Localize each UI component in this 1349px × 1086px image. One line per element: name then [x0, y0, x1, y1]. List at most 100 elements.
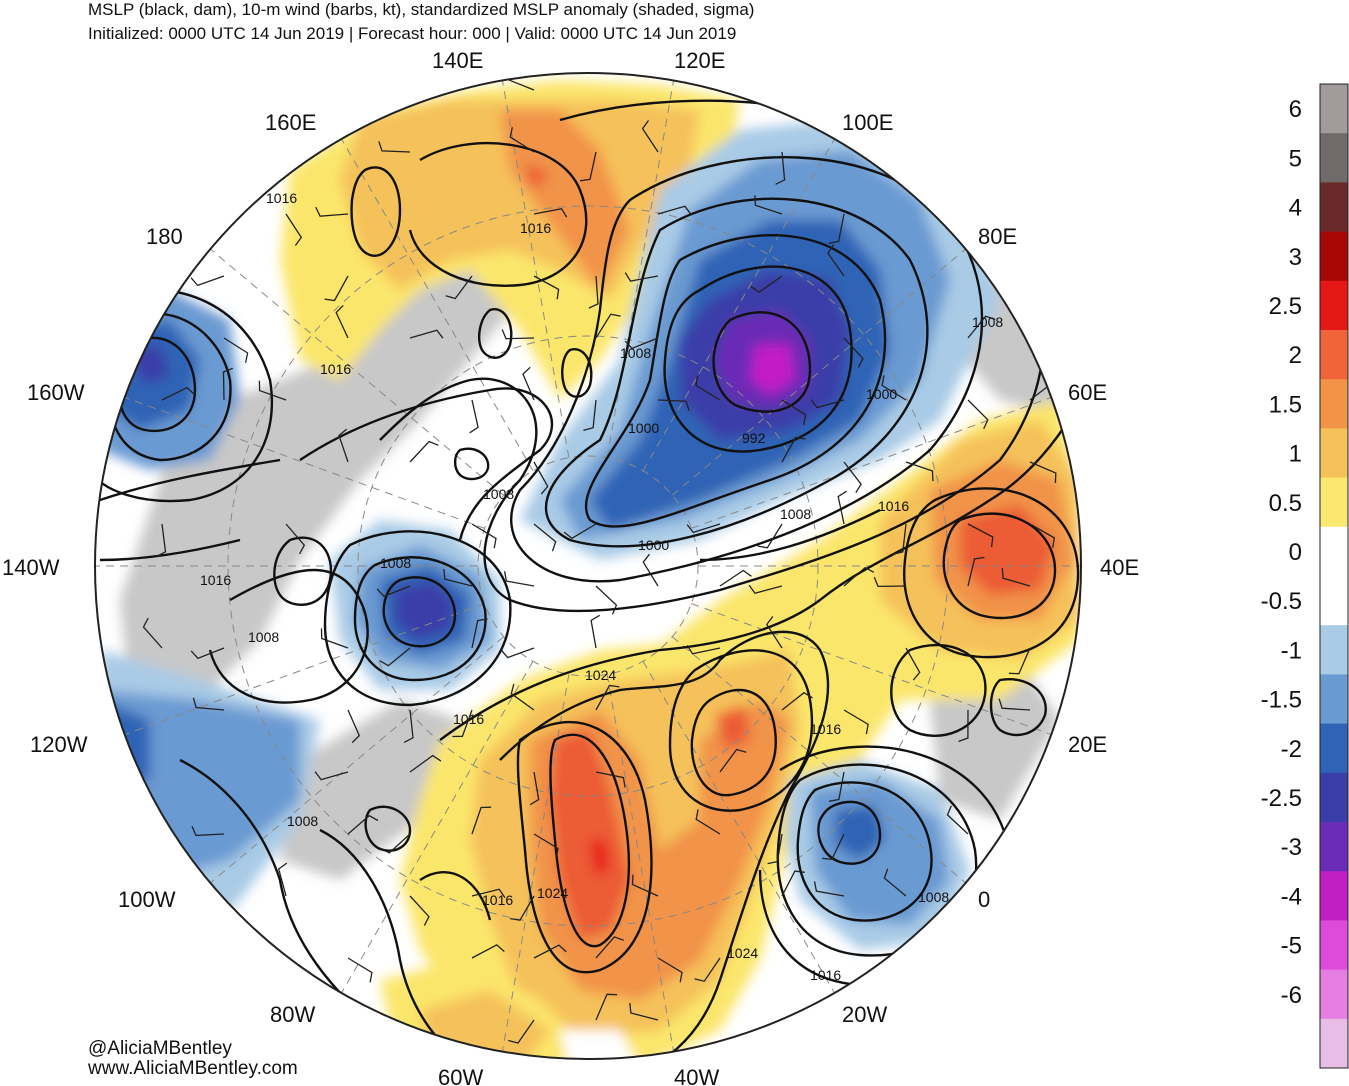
pos-anom-siberia-15 [500, 110, 630, 290]
pos-anom-europe-2 [960, 505, 1055, 595]
wind-barb [641, 120, 659, 153]
colorbar-swatch [1320, 428, 1348, 479]
wind-barb [347, 814, 379, 835]
wind-barb [595, 771, 626, 788]
wind-barb [503, 571, 535, 587]
colorbar-swatch [1320, 772, 1348, 823]
isobar-label: 1016 [482, 892, 513, 908]
wind-barb [781, 691, 813, 711]
wind-barb [533, 207, 568, 218]
isobar-label: 1024 [727, 945, 758, 961]
wind-barb [222, 367, 234, 401]
wind-barb [958, 709, 969, 743]
wind-barb [624, 337, 659, 350]
lon-label-60w: 60W [438, 1065, 483, 1086]
wind-barb [781, 870, 805, 897]
wind-barb [403, 709, 414, 743]
colorbar-tick-label: 0.5 [1269, 490, 1302, 517]
lon-label-80e: 80E [978, 224, 1017, 249]
colorbar-tick-label: -3 [1281, 834, 1302, 861]
wind-barb [595, 313, 621, 339]
colorbar-swatch [1320, 723, 1348, 774]
colorbar-swatch [1320, 379, 1348, 429]
isobar-label: 1016 [266, 190, 297, 206]
isobar-label: 1008 [972, 314, 1003, 330]
lon-label-160e: 160E [265, 110, 316, 135]
meridians [95, 73, 1081, 1059]
wind-barb [285, 523, 306, 555]
wind-barb [781, 399, 807, 425]
wind-barb [583, 399, 597, 432]
wind-barb [320, 628, 349, 649]
wind-barb [258, 380, 287, 401]
wind-barb [563, 523, 597, 540]
wind-barb [533, 944, 567, 959]
isobar-label: 1016 [200, 572, 231, 588]
colorbar-tick-label: -6 [1281, 982, 1302, 1009]
wind-barb [190, 275, 225, 287]
wind-barb [469, 399, 479, 434]
wind-barb [529, 771, 540, 806]
neg-anom-atlantic-2 [835, 805, 885, 860]
wind-barb [409, 754, 442, 773]
meridian-line [691, 394, 1058, 529]
meridian-line [606, 674, 676, 1059]
isobar-label: 1008 [620, 345, 651, 361]
wind-barb [471, 618, 488, 649]
lon-label-20e: 20E [1068, 732, 1107, 757]
wind-barb [873, 576, 907, 588]
meridian-line [500, 674, 570, 1059]
anomaly-colorbar: 6 5 4 3 2.5 2 1.5 1 0.5 0 -0.5 -1 -1.5 -2 -2.5 -3 -4 -5 -6 [1261, 83, 1349, 1069]
wind-barb [946, 805, 969, 835]
colorbar-tick-label: -4 [1281, 883, 1302, 910]
wind-barb [750, 275, 783, 293]
wind-barb [967, 399, 989, 430]
wind-barb [285, 213, 303, 246]
wind-barb [378, 141, 411, 153]
wind-barb [905, 461, 934, 482]
wind-barb [161, 386, 195, 401]
wind-barb [595, 993, 618, 1021]
wind-barb [522, 366, 535, 401]
wind-barb [380, 833, 411, 854]
wind-barb [471, 523, 497, 549]
wind-barb [657, 399, 690, 411]
wind-barb [967, 556, 985, 587]
wind-barb [781, 436, 806, 463]
wind-barb [533, 461, 549, 495]
pos-anom-siberia-2 [525, 165, 545, 185]
land-gray-west [120, 250, 520, 700]
lon-label-140e: 140E [432, 48, 483, 73]
wind-barb [409, 329, 444, 339]
wind-barb [192, 697, 225, 711]
wind-barb [223, 337, 249, 363]
colorbar-tick-label: -2.5 [1261, 785, 1302, 812]
meridian-line [337, 132, 534, 471]
isobar-label: 1008 [780, 506, 811, 522]
wind-barb [471, 806, 492, 835]
lon-label-160w: 160W [27, 380, 85, 405]
wind-barb [883, 868, 907, 897]
wind-barb [501, 329, 535, 340]
wind-barb [843, 566, 875, 587]
wind-barb [191, 825, 225, 837]
wind-barb [533, 275, 560, 300]
colorbar-tick-label: -2 [1281, 736, 1302, 763]
isobar-label: 1008 [287, 813, 318, 829]
colorbar-swatch [1320, 84, 1348, 134]
wind-barb [379, 647, 411, 667]
wind-barb [657, 957, 683, 983]
wind-barb [1029, 461, 1057, 484]
meridian-line [642, 132, 839, 471]
meridian-line [671, 636, 972, 888]
wind-barb [190, 647, 225, 660]
wind-barb [695, 375, 721, 401]
wind-barb [719, 569, 752, 587]
pos-anom-greenland-2 [550, 730, 630, 940]
wind-barb [754, 195, 783, 215]
wind-barb [156, 523, 167, 558]
wind-barb [631, 874, 659, 897]
map-subtitle: Initialized: 0000 UTC 14 Jun 2019 | Fore… [88, 24, 737, 43]
wind-barb [893, 523, 907, 555]
wind-barb [471, 888, 506, 898]
